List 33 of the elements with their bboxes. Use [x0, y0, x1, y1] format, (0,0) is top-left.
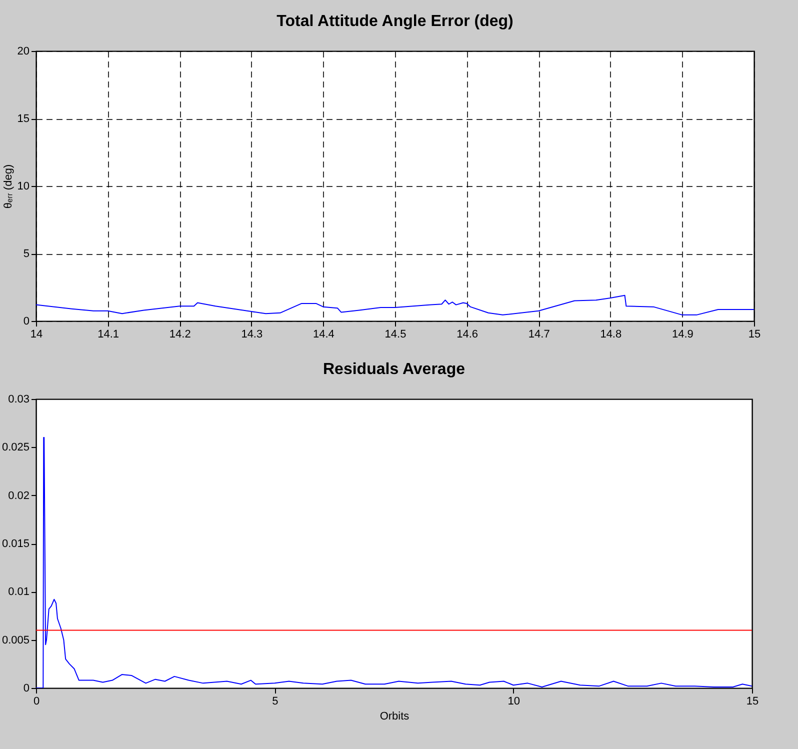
line-series	[36, 437, 752, 688]
y-tick-label: 5	[23, 248, 30, 260]
x-tick-label: 14.6	[456, 328, 478, 340]
y-tick-label: 10	[17, 180, 30, 192]
x-tick-label: 14.4	[312, 328, 334, 340]
y-tick-label: 0.01	[8, 586, 30, 598]
y-tick-label: 0.005	[2, 634, 30, 646]
x-tick-label: 14.3	[241, 328, 263, 340]
x-tick-label: 5	[272, 696, 278, 708]
y-tick-label: 0	[23, 682, 30, 694]
x-tick-label: 14.8	[600, 328, 622, 340]
y-tick-label: 0.015	[2, 538, 30, 550]
x-tick-label: 10	[508, 696, 520, 708]
x-tick-label: 14.7	[528, 328, 550, 340]
x-tick-label: 0	[33, 696, 40, 708]
x-tick-label: 15	[746, 696, 759, 708]
x-tick-label: 14.2	[169, 328, 191, 340]
y-tick-label: 15	[17, 113, 30, 125]
chart-title: Total Attitude Angle Error (deg)	[276, 13, 514, 30]
x-tick-label: 14.1	[98, 328, 120, 340]
chart-title: Residuals Average	[323, 361, 466, 378]
y-tick-label: 0.025	[2, 442, 30, 454]
y-axis-title: θₑᵣᵣ (deg)	[2, 164, 14, 209]
y-tick-label: 20	[17, 46, 30, 58]
x-tick-label: 14	[30, 328, 43, 340]
y-tick-label: 0	[23, 316, 30, 328]
x-tick-label: 14.9	[672, 328, 694, 340]
x-tick-label: 14.5	[384, 328, 406, 340]
x-tick-label: 15	[748, 328, 761, 340]
y-tick-label: 0.03	[8, 394, 30, 406]
y-tick-label: 0.02	[8, 490, 30, 502]
line-series	[36, 294, 754, 316]
x-axis-title: Orbits	[380, 710, 410, 722]
